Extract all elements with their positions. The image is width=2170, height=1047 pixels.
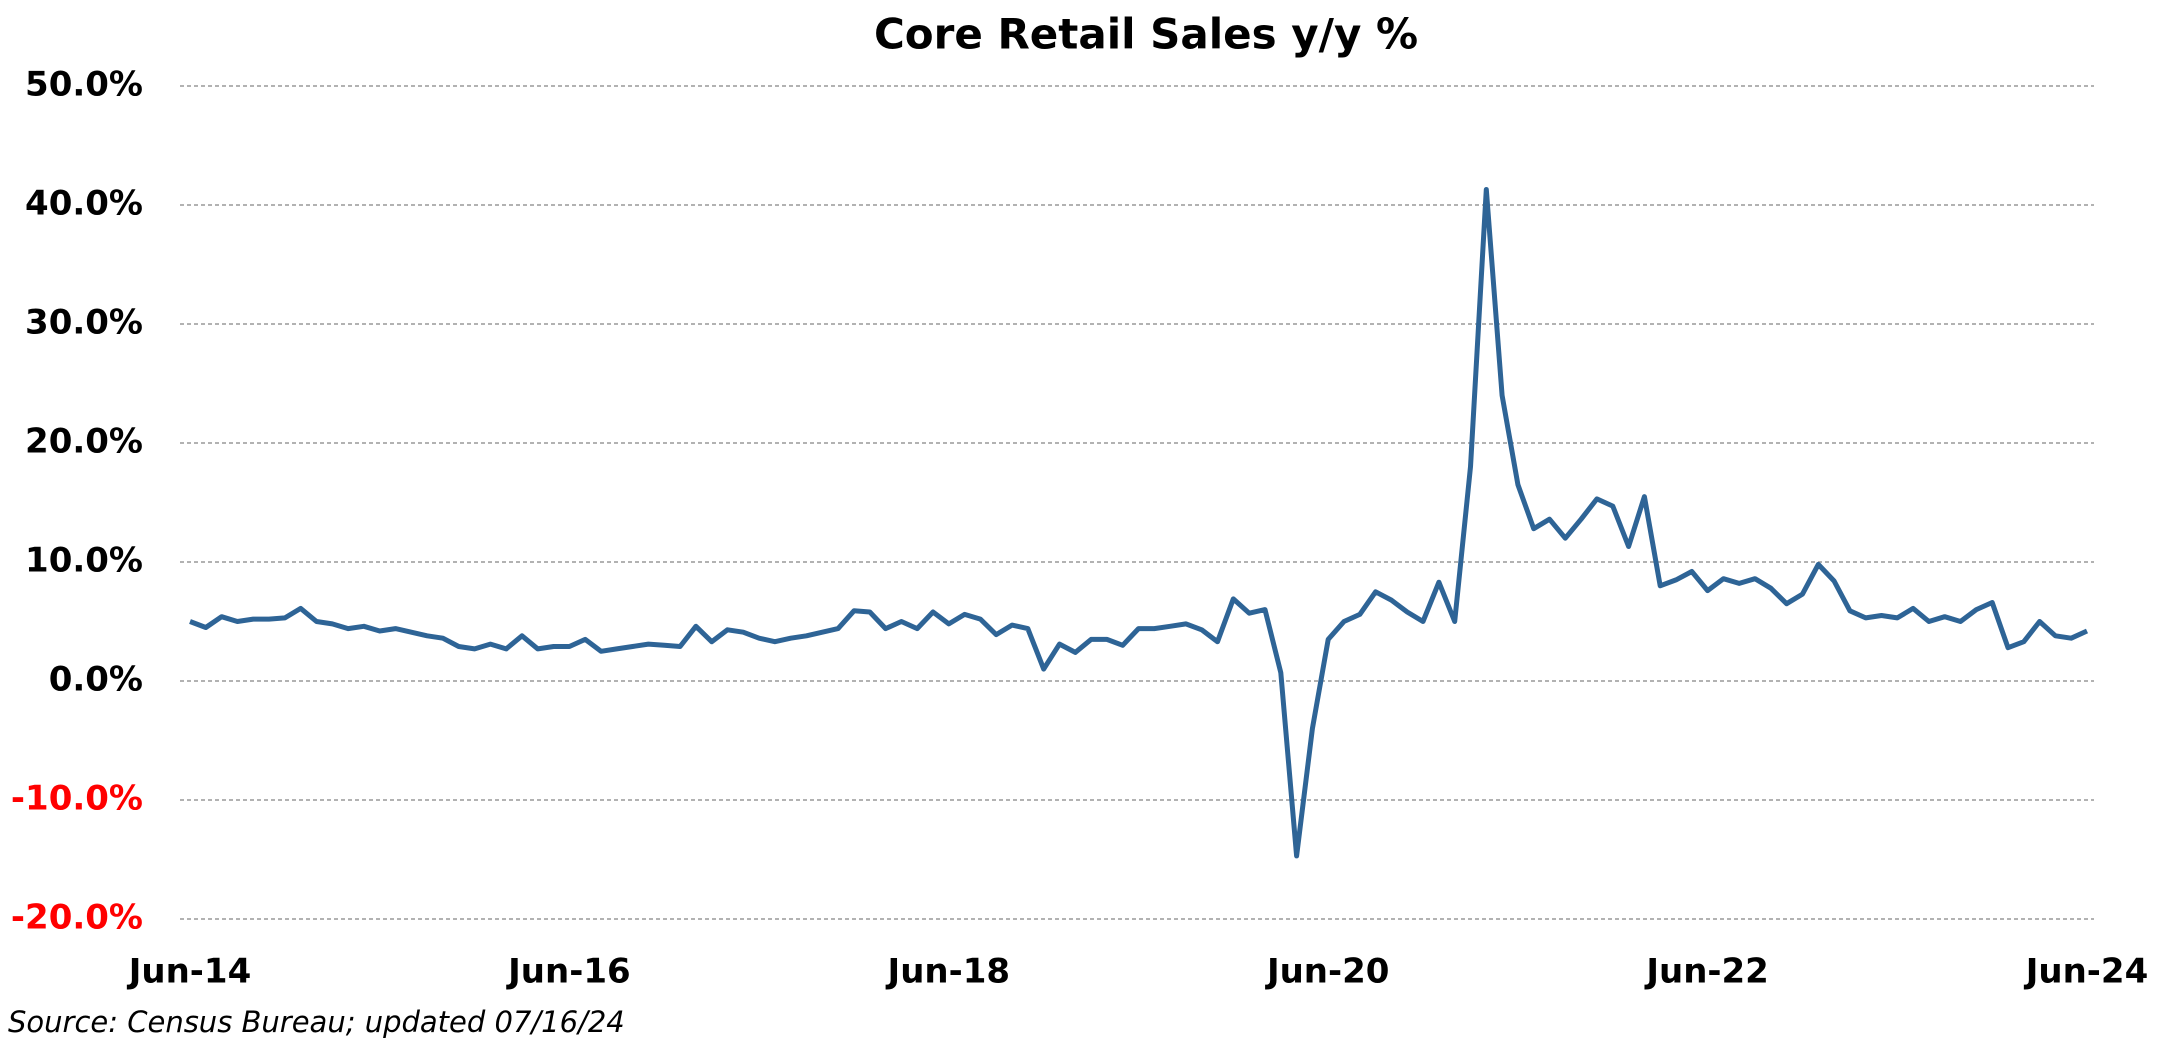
y-tick-label: 40.0% — [25, 184, 143, 224]
y-tick-label: 50.0% — [25, 65, 143, 105]
x-tick-label: Jun-22 — [1644, 952, 1769, 992]
x-tick-label: Jun-18 — [886, 952, 1011, 992]
y-tick-label: 30.0% — [25, 303, 143, 343]
y-tick-label: -20.0% — [11, 898, 143, 938]
x-tick-label: Jun-14 — [127, 952, 252, 992]
x-tick-label: Jun-16 — [506, 952, 631, 992]
y-tick-label: -10.0% — [11, 779, 143, 819]
x-tick-label: Jun-20 — [1265, 952, 1390, 992]
y-tick-label: 10.0% — [25, 541, 143, 581]
data-line — [189, 187, 2089, 859]
x-tick-label: Jun-24 — [2024, 952, 2149, 992]
y-tick-label: 0.0% — [49, 660, 143, 700]
chart-title: Core Retail Sales y/y % — [874, 10, 1418, 59]
source-note: Source: Census Bureau; updated 07/16/24 — [8, 1005, 625, 1039]
y-tick-label: 20.0% — [25, 422, 143, 462]
